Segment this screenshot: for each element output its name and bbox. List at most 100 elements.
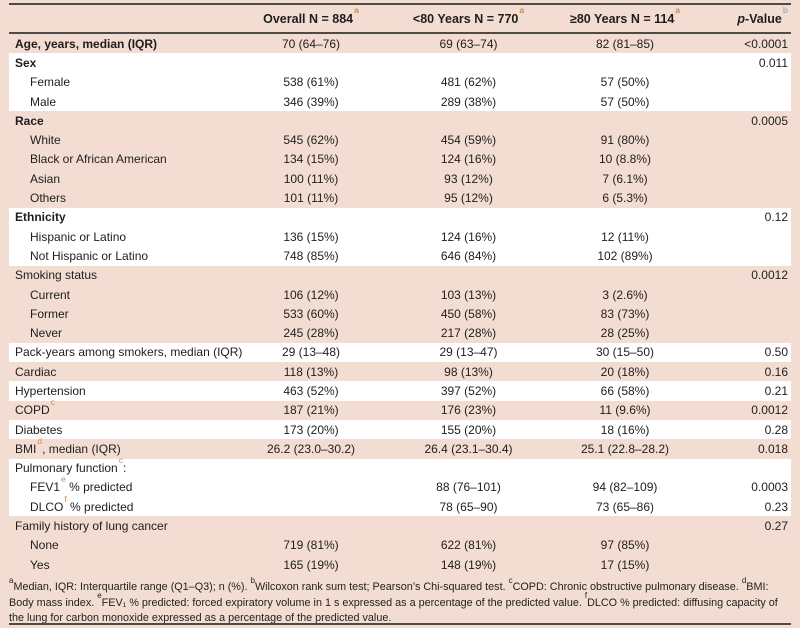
column-header-label: -Value [744,11,782,26]
cell-characteristic: Pack-years among smokers, median (IQR) [9,345,242,359]
row-label: White [30,133,61,148]
row-label: Pack-years among smokers, median (IQR) [15,345,243,360]
row-label: Family history of lung cancer [15,519,168,534]
cell-over80: 82 (81–85) [595,36,655,51]
cell-characteristic: Age, years, median (IQR) [9,37,231,51]
cell-characteristic: Hispanic or Latino [9,230,231,244]
cell-overall: 187 (21%) [283,403,339,418]
cell-overall: 118 (13%) [283,364,339,379]
cell-under80: 454 (59%) [440,133,497,148]
cell-over80: 7 (6.1%) [602,171,648,186]
cell-over80: 66 (58%) [600,383,650,398]
table-row: Pulmonary functionc: [9,456,791,478]
cell-over80: 94 (82–109) [592,480,658,495]
table-row: Age, years, median (IQR) 70 (64–76) 69 (63… [9,34,791,53]
table-row: FEV1e % predicted 88 (76–101) 94 (82–109) 0… [9,475,791,498]
cell-characteristic: Yes [9,558,231,572]
cell-p: 0.23 [764,499,788,514]
cell-under80: 93 (12%) [444,171,493,186]
row-label-suffix: , median (IQR) [42,441,121,456]
footnote-text: BMI: Body mass index. [9,581,769,609]
cell-p: 0.0012 [751,403,788,418]
cell-overall: 101 (11%) [283,191,339,206]
cell-overall: 29 (13–48) [281,345,341,360]
cell-over80: 73 (65–86) [595,499,655,514]
table-row: None 719 (81%) 622 (81%) 97 (85%) [9,536,791,555]
row-label: Pulmonary function [15,461,118,476]
cell-p: 0.27 [764,519,788,534]
cell-overall: 100 (11%) [283,171,339,186]
row-label: Race [15,113,44,128]
cell-over80: 28 (25%) [600,326,650,341]
cell-under80: 622 (81%) [440,538,497,553]
cell-over80: 83 (73%) [600,306,650,321]
cell-overall: 545 (62%) [283,133,339,148]
cell-under80: 88 (76–101) [436,480,501,495]
cell-over80: 25.1 (22.8–28.2) [580,441,670,456]
cell-under80: 176 (23%) [440,403,497,418]
bottom-rule [9,623,791,625]
cell-under80: 98 (13%) [444,364,493,379]
cell-under80: 148 (19%) [440,557,497,572]
superscript-marker: a [519,5,525,16]
column-header-2: <80 Years N = 770a [391,6,546,25]
cell-characteristic: Current [9,288,231,302]
column-header-3: ≥80 Years N = 114a [546,6,704,25]
italic-p: p [737,11,745,26]
cell-p: 0.0003 [751,480,788,495]
cell-p: 0.0005 [751,113,788,128]
cell-overall: 533 (60%) [283,306,339,321]
table-row: Smoking status 0.0012 [9,266,791,285]
cell-p: 0.21 [764,383,788,398]
table-row: Male 346 (39%) 289 (38%) 57 (50%) [9,91,791,112]
cell-overall: 173 (20%) [283,422,339,437]
row-label: Never [30,326,63,341]
cell-under80: 103 (13%) [440,287,497,302]
footnote-text: DLCO % predicted: diffusing capacity of … [9,596,778,625]
row-label: Hispanic or Latino [30,229,127,244]
cell-over80: 20 (18%) [600,364,650,379]
cell-p: <0.0001 [744,36,788,51]
footnote-marker: e [97,591,102,601]
row-label: Not Hispanic or Latino [30,248,149,263]
cell-characteristic: None [9,538,231,552]
table-row: Cardiac 118 (13%) 98 (13%) 20 (18%) 0.16 [9,362,791,381]
column-header-4: p-Valueb [704,6,791,26]
cell-p: 0.16 [764,364,788,379]
top-rule [9,3,791,5]
cell-under80: 450 (58%) [440,306,497,321]
row-label: Former [30,306,69,321]
cell-overall: 748 (85%) [283,248,339,263]
row-label: Yes [30,557,50,572]
footnote-text: Wilcoxon rank sum test; Pearson’s Chi-sq… [254,581,509,594]
cell-characteristic: BMId, median (IQR) [9,437,231,456]
row-label: Current [30,287,71,302]
cell-characteristic: White [9,133,231,147]
cell-overall: 134 (15%) [283,152,339,167]
cell-characteristic: DLCOf % predicted [9,495,231,514]
column-header-label: Overall N = 884 [263,11,354,26]
row-label-suffix: : [122,461,127,476]
cell-over80: 57 (50%) [600,75,650,90]
table-row: Hispanic or Latino 136 (15%) 124 (16%) 12 (… [9,226,791,247]
cell-p: 0.018 [757,441,788,456]
cell-over80: 57 (50%) [600,94,650,109]
row-label: None [30,538,59,553]
row-label: Hypertension [15,383,86,398]
cell-over80: 30 (15–50) [595,345,655,360]
table-row: Not Hispanic or Latino 748 (85%) 646 (84%)… [9,246,791,266]
cell-under80: 124 (16%) [440,229,497,244]
cell-under80: 29 (13–47) [439,345,498,360]
cell-under80: 289 (38%) [440,94,497,109]
cell-over80: 12 (11%) [601,229,649,244]
footnote-marker: d [741,575,747,585]
row-label: Cardiac [15,364,57,379]
footnote-marker: b [250,575,255,585]
row-label-suffix: % predicted [66,499,134,514]
table-row: Family history of lung cancer 0.27 [9,516,791,535]
superscript-marker: a [354,5,359,16]
cell-over80: 17 (15%) [600,557,650,572]
cell-over80: 102 (89%) [597,248,653,263]
table-row: Female 538 (61%) 481 (62%) 57 (50%) [9,72,791,92]
footnote-marker: c [508,575,513,585]
